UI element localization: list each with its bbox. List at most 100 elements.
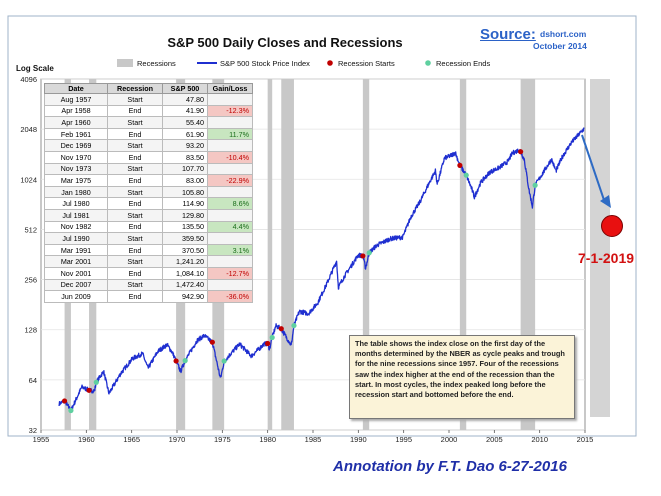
recession-end-marker xyxy=(93,379,99,385)
cell-date: Jul 1980 xyxy=(44,197,108,210)
x-tick-label: 2000 xyxy=(441,435,458,444)
legend: Recessions S&P 500 Stock Price Index Rec… xyxy=(117,59,490,68)
legend-start-label: Recession Starts xyxy=(338,59,395,68)
cell-recession: Start xyxy=(107,255,163,268)
x-tick-label: 1995 xyxy=(395,435,412,444)
x-tick-label: 1965 xyxy=(123,435,140,444)
cell-gain: 8.6% xyxy=(207,197,253,210)
recession-band xyxy=(459,79,467,430)
cell-date: Nov 1982 xyxy=(44,220,108,234)
header-recession: Recession xyxy=(107,83,163,94)
recession-start-marker xyxy=(457,162,463,168)
recession-start-marker xyxy=(61,398,68,404)
cell-recession: End xyxy=(107,174,163,187)
cell-date: Apr 1960 xyxy=(44,116,108,129)
recession-start-marker xyxy=(265,340,271,347)
table-row: Jan 1980 Start 105.80 xyxy=(44,185,253,199)
recession-table: Date Recession S&P 500 Gain/Loss Aug 195… xyxy=(44,83,253,303)
recession-start-marker xyxy=(209,339,215,345)
cell-date: Apr 1958 xyxy=(44,104,108,118)
cell-recession: End xyxy=(107,104,163,118)
price-line-group xyxy=(58,127,585,413)
cell-recession: End xyxy=(107,266,163,280)
cell-value: 55.40 xyxy=(162,116,208,129)
table-row: Jul 1980 End 114.90 8.6% xyxy=(44,197,253,210)
table-row: Feb 1961 End 61.90 11.7% xyxy=(44,127,253,141)
y-tick-label: 2048 xyxy=(20,125,37,134)
cell-date: Jul 1981 xyxy=(44,208,108,222)
y-tick-label: 256 xyxy=(24,276,37,285)
table-row: Nov 2001 End 1,084.10 -12.7% xyxy=(44,266,253,280)
recession-band xyxy=(362,79,370,430)
cell-recession: End xyxy=(107,220,163,234)
recession-start-marker xyxy=(360,253,366,259)
table-row: Dec 2007 Start 1,472.40 xyxy=(44,278,253,292)
cell-recession: End xyxy=(107,290,163,303)
annotation-credit: Annotation by F.T. Dao 6-27-2016 xyxy=(333,458,567,475)
cell-value: 1,241.20 xyxy=(162,255,208,268)
recession-band xyxy=(267,79,273,430)
table-header-row: Date Recession S&P 500 Gain/Loss xyxy=(44,83,253,94)
cell-gain xyxy=(207,232,253,245)
cell-gain xyxy=(207,93,253,106)
header-sp500: S&P 500 xyxy=(162,83,208,94)
x-tick-label: 2015 xyxy=(577,435,594,444)
cell-value: 93.20 xyxy=(162,139,208,152)
cell-gain xyxy=(207,278,253,292)
cell-value: 83.00 xyxy=(162,174,208,187)
projection-dot xyxy=(601,215,623,237)
cell-date: Mar 1975 xyxy=(44,174,108,187)
projection-arrow-head xyxy=(600,195,611,208)
cell-recession: Start xyxy=(107,116,163,129)
legend-end-marker xyxy=(425,60,431,66)
cell-date: Mar 2001 xyxy=(44,255,108,268)
cell-recession: Start xyxy=(107,139,163,152)
recession-start-marker xyxy=(518,149,524,155)
cell-gain xyxy=(207,208,253,222)
header-gain-loss: Gain/Loss xyxy=(207,83,253,94)
legend-index-label: S&P 500 Stock Price Index xyxy=(220,59,310,68)
table-body: Aug 1957 Start 47.80 Apr 1958 End 41.90 -12.3%… xyxy=(44,93,253,303)
source-label: Source: xyxy=(480,26,536,43)
x-tick-label: 2010 xyxy=(531,435,548,444)
cell-date: Nov 1973 xyxy=(44,162,108,176)
cell-gain: -22.9% xyxy=(207,174,253,187)
legend-recessions-label: Recessions xyxy=(137,59,176,68)
cell-value: 1,472.40 xyxy=(162,278,208,292)
cell-value: 129.80 xyxy=(162,208,208,222)
table-row: Nov 1982 End 135.50 4.4% xyxy=(44,220,253,234)
table-row: Nov 1970 End 83.50 -10.4% xyxy=(44,150,253,164)
cell-gain: 11.7% xyxy=(207,127,253,141)
cell-value: 83.50 xyxy=(162,150,208,164)
chart-title: S&P 500 Daily Closes and Recessions xyxy=(167,35,402,50)
cell-gain: -36.0% xyxy=(207,290,253,303)
source-date: October 2014 xyxy=(533,41,587,51)
projection-arrow-line xyxy=(581,134,606,204)
note-box: The table shows the index close on the f… xyxy=(349,335,575,419)
y-axis-label: Log Scale xyxy=(16,64,54,73)
cell-recession: Start xyxy=(107,185,163,199)
cell-value: 370.50 xyxy=(162,243,208,257)
cell-gain: 4.4% xyxy=(207,220,253,234)
recession-end-marker xyxy=(532,182,538,188)
recession-markers xyxy=(61,149,538,414)
recession-end-marker xyxy=(221,358,227,364)
source-site: dshort.com xyxy=(540,29,587,39)
cell-gain: -10.4% xyxy=(207,150,253,164)
y-tick-labels: 32 64 128 256 512 1024 2048 4096 xyxy=(20,75,37,435)
cell-value: 135.50 xyxy=(162,220,208,234)
cell-gain: -12.7% xyxy=(207,266,253,280)
x-tick-label: 2005 xyxy=(486,435,503,444)
cell-value: 1,084.10 xyxy=(162,266,208,280)
cell-value: 47.80 xyxy=(162,93,208,106)
table-row: Jun 2009 End 942.90 -36.0% xyxy=(44,290,253,303)
cell-value: 359.50 xyxy=(162,232,208,245)
x-tick-label: 1985 xyxy=(305,435,322,444)
cell-recession: End xyxy=(107,243,163,257)
projection-date-callout: 7-1-2019 xyxy=(578,250,635,266)
cell-recession: End xyxy=(107,127,163,141)
header-date: Date xyxy=(44,83,108,94)
cell-gain xyxy=(207,255,253,268)
recession-end-marker xyxy=(366,250,372,256)
cell-date: Aug 1957 xyxy=(44,93,108,106)
